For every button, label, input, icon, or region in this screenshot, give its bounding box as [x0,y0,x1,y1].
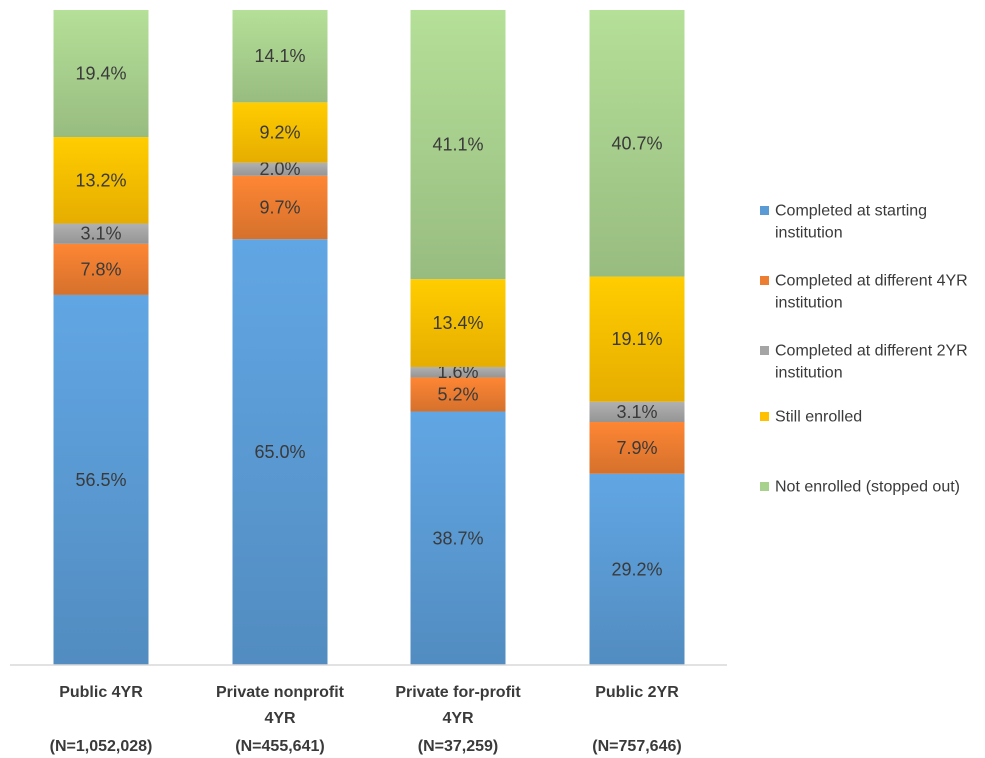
data-label-not-enrolled-stopped-out-3: 41.1% [432,135,483,155]
bars-layer: 56.5% 7.8% 3.1% 13.2% 19.4% 65.0% 9.7% 2.0% 9.2%… [53,10,685,665]
data-label-completed-at-different-2yr-institution-1: 3.1% [80,224,121,244]
data-label-still-enrolled-3: 13.4% [432,313,483,333]
legend-label-not-enrolled-stopped-out-line-1: Not enrolled (stopped out) [775,479,960,496]
legend: Completed at startinginstitutionComplete… [760,203,968,496]
category-label-4-line-3: (N=757,646) [592,738,681,755]
legend-swatch-still-enrolled [760,412,769,421]
category-label-2-line-2: 4YR [264,710,296,727]
bar-segment-completed-at-starting-institution-1 [53,294,149,665]
bar-segment-not-enrolled-stopped-out-1 [53,10,149,138]
data-label-completed-at-starting-institution-3: 38.7% [432,528,483,548]
legend-item-completed-at-starting-institution: Completed at starting institution [760,203,927,242]
bar-segment-completed-at-starting-institution-2 [232,239,328,665]
data-label-completed-at-starting-institution-2: 65.0% [254,442,305,462]
category-label-1-line-1: Public 4YR [59,684,143,701]
bar-segment-completed-at-different-4yr-institution-3 [410,377,506,412]
bar-segment-completed-at-different-2yr-institution-3 [410,366,506,378]
data-label-still-enrolled-2: 9.2% [259,122,300,142]
legend-item-still-enrolled: Still enrolled [760,409,862,426]
bar-segment-not-enrolled-stopped-out-4 [589,10,685,277]
bar-segment-completed-at-starting-institution-4 [589,473,685,665]
data-label-completed-at-different-2yr-institution-2: 2.0% [259,159,300,179]
bar-segment-completed-at-starting-institution-3 [410,411,506,665]
legend-label-completed-at-different-2yr-institution-line-2: institution [775,365,843,382]
category-label-3-line-2: 4YR [442,710,474,727]
legend-item-completed-at-different-4yr-institution: Completed at different 4YR institution [760,273,968,312]
data-label-completed-at-different-2yr-institution-4: 3.1% [616,402,657,422]
bar-segment-still-enrolled-1 [53,137,149,224]
bar-segment-completed-at-different-2yr-institution-4 [589,401,685,422]
data-label-not-enrolled-stopped-out-4: 40.7% [611,133,662,153]
bar-segment-still-enrolled-4 [589,276,685,402]
bar-segment-completed-at-different-2yr-institution-1 [53,223,149,244]
bar-segment-completed-at-different-4yr-institution-4 [589,421,685,474]
data-label-completed-at-different-4yr-institution-1: 7.8% [80,259,121,279]
data-label-completed-at-starting-institution-4: 29.2% [611,559,662,579]
legend-swatch-not-enrolled-stopped-out [760,482,769,491]
legend-swatch-completed-at-starting-institution [760,206,769,215]
category-labels: Public 4YR (N=1,052,028) Private nonprofit… [50,684,682,755]
legend-item-completed-at-different-2yr-institution: Completed at different 2YR institution [760,343,968,382]
bar-segment-still-enrolled-2 [232,102,328,163]
data-label-completed-at-different-4yr-institution-2: 9.7% [259,197,300,217]
category-label-3-line-3: (N=37,259) [418,738,499,755]
data-label-completed-at-starting-institution-1: 56.5% [75,470,126,490]
category-label-1-line-3: (N=1,052,028) [50,738,153,755]
category-label-3-line-1: Private for-profit [395,684,521,701]
legend-swatch-completed-at-different-2yr-institution [760,346,769,355]
legend-swatch-completed-at-different-4yr-institution [760,276,769,285]
data-label-still-enrolled-4: 19.1% [611,329,662,349]
legend-item-not-enrolled-stopped-out: Not enrolled (stopped out) [760,479,960,496]
legend-label-completed-at-different-4yr-institution-line-1: Completed at different 4YR [775,273,968,290]
bar-segment-not-enrolled-stopped-out-2 [232,10,328,103]
legend-label-completed-at-different-2yr-institution-line-1: Completed at different 2YR [775,343,968,360]
data-label-completed-at-different-2yr-institution-3: 1.6% [437,362,478,382]
bar-segment-completed-at-different-4yr-institution-2 [232,175,328,240]
category-label-2-line-3: (N=455,641) [235,738,324,755]
legend-label-completed-at-different-4yr-institution-line-2: institution [775,295,843,312]
bar-segment-not-enrolled-stopped-out-3 [410,10,506,280]
legend-label-completed-at-starting-institution-line-2: institution [775,225,843,242]
category-label-2-line-1: Private nonprofit [216,684,345,701]
data-label-not-enrolled-stopped-out-1: 19.4% [75,64,126,84]
bar-segment-still-enrolled-3 [410,279,506,367]
data-label-completed-at-different-4yr-institution-4: 7.9% [616,438,657,458]
data-label-completed-at-different-4yr-institution-3: 5.2% [437,384,478,404]
bar-segment-completed-at-different-4yr-institution-1 [53,243,149,295]
category-label-4-line-1: Public 2YR [595,684,679,701]
data-label-still-enrolled-1: 13.2% [75,170,126,190]
bar-segment-completed-at-different-2yr-institution-2 [232,162,328,176]
legend-label-completed-at-starting-institution-line-1: Completed at starting [775,203,927,220]
data-label-not-enrolled-stopped-out-2: 14.1% [254,46,305,66]
legend-label-still-enrolled-line-1: Still enrolled [775,409,862,426]
